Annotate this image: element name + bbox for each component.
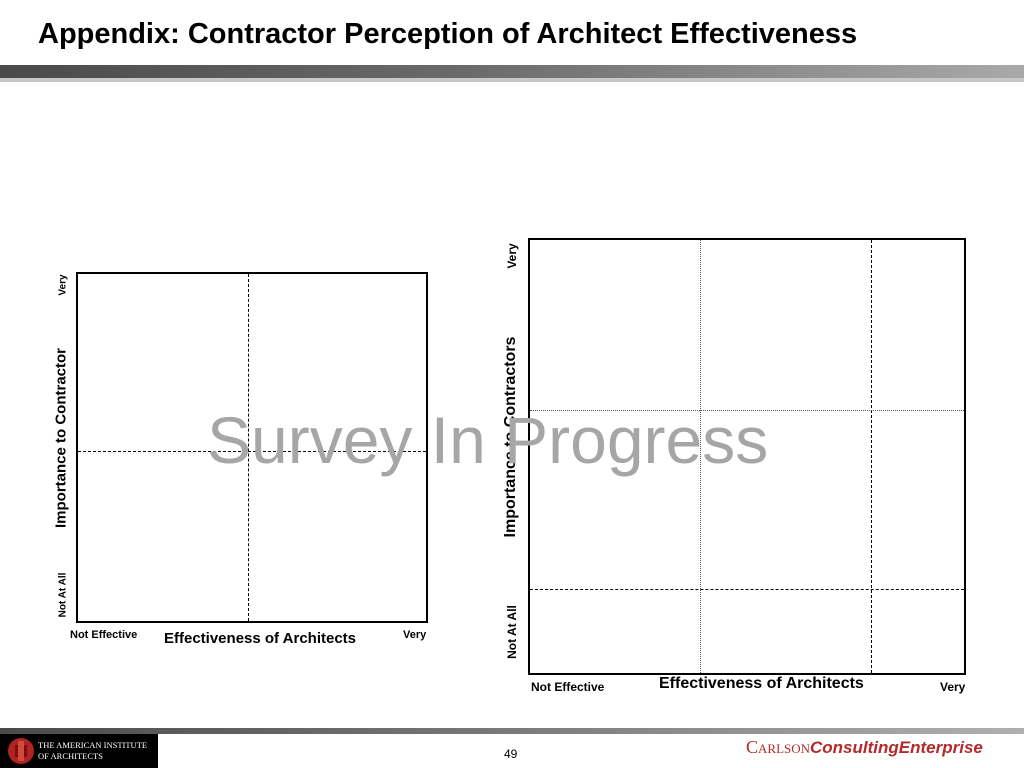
- chart-right-vertical-dotted-divider: [700, 240, 701, 673]
- chart-left-plot-area: [76, 272, 428, 623]
- survey-in-progress-watermark: Survey In Progress: [207, 403, 769, 477]
- chart-right-vertical-dashed-divider: [871, 240, 872, 673]
- aia-logo-line1: THE AMERICAN INSTITUTE: [38, 740, 148, 750]
- aia-emblem-icon: [8, 738, 34, 764]
- header-divider-light: [0, 78, 1024, 82]
- page-number: 49: [504, 747, 518, 761]
- aia-logo-text: THE AMERICAN INSTITUTE OF ARCHITECTS: [38, 740, 147, 762]
- chart-right-xlabel: Effectiveness of Architects: [659, 675, 864, 692]
- chart-left-x-max-label: Very: [403, 629, 427, 641]
- brand-part2: ConsultingEnterprise: [810, 738, 983, 757]
- chart-left-x-min-label: Not Effective: [70, 629, 138, 641]
- chart-left-horizontal-divider: [78, 451, 426, 452]
- aia-logo-line2: OF ARCHITECTS: [38, 751, 103, 761]
- chart-right-y-min-label: Not At All: [505, 605, 519, 659]
- chart-right-horizontal-dotted-divider: [530, 410, 964, 411]
- header-divider: [0, 65, 1024, 78]
- page-title: Appendix: Contractor Perception of Archi…: [38, 18, 858, 50]
- chart-right-plot-area: [528, 238, 966, 675]
- chart-left-y-min-label: Not At All: [57, 572, 69, 618]
- brand-part1: Carlson: [746, 737, 811, 757]
- chart-right-x-min-label: Not Effective: [531, 680, 605, 694]
- aia-logo: [0, 734, 158, 768]
- chart-left-ylabel: Importance to Contractor: [52, 347, 70, 529]
- carlson-consulting-logo: CarlsonConsultingEnterprise: [746, 737, 983, 758]
- chart-right-y-max-label: Very: [505, 243, 519, 269]
- chart-right-horizontal-dashed-divider: [530, 589, 964, 590]
- footer-divider: [0, 728, 1024, 734]
- chart-left-vertical-divider: [248, 274, 249, 621]
- chart-left-xlabel: Effectiveness of Architects: [164, 630, 357, 647]
- chart-right-x-max-label: Very: [940, 680, 966, 694]
- chart-left-y-max-label: Very: [57, 274, 69, 296]
